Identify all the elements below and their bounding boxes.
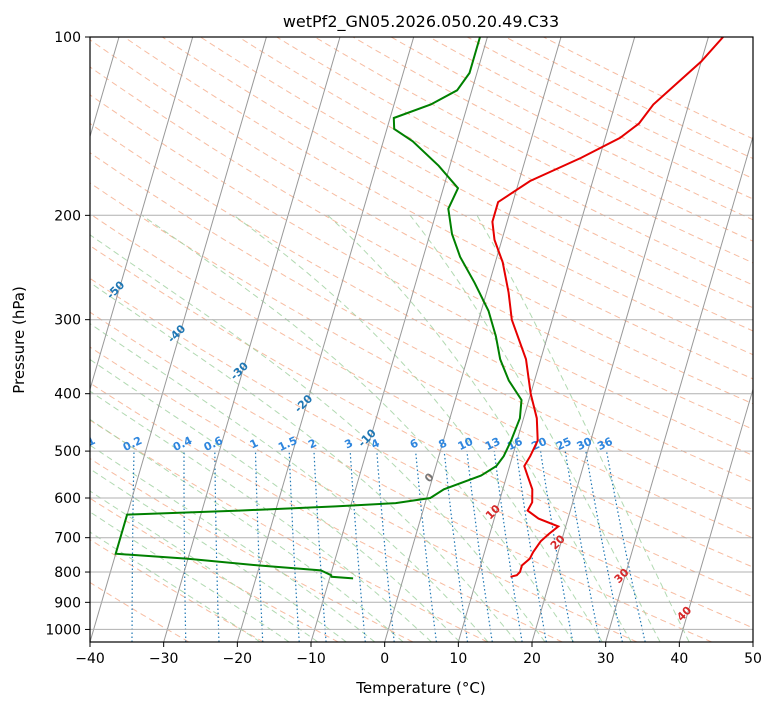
mixing-ratio-line [564, 451, 601, 642]
dry-adiabat-line [90, 94, 753, 457]
isotherm-line [90, 37, 194, 392]
pressure-grid [90, 37, 753, 630]
x-tick-label: 50 [744, 651, 762, 667]
mixing-ratio-line [415, 451, 437, 642]
y-tick-label: 300 [54, 313, 81, 329]
dry-adiabat-line [90, 581, 190, 642]
y-tick-label: 800 [54, 565, 81, 581]
x-tick-label: 0 [380, 651, 389, 667]
mixing-ratio-line [349, 451, 366, 642]
dry-adiabat-line [200, 37, 753, 332]
y-tick-label: 400 [54, 387, 81, 403]
y-tick-label: 500 [54, 444, 81, 460]
moist-adiabat-line [90, 281, 517, 642]
mixing-ratio-label: 36 [595, 435, 615, 453]
x-axis-title: Temperature (°C) [355, 679, 485, 697]
moist-adiabat-line [90, 468, 347, 642]
x-tick-label: −30 [149, 651, 179, 667]
moist-adiabat-line [90, 418, 404, 642]
dry-adiabat-line [90, 245, 753, 598]
moist-adiabat-line [409, 214, 661, 642]
y-tick-label: 100 [54, 30, 81, 46]
y-tick-label: 200 [54, 208, 81, 224]
y-axis: 1000 900 800 700 600 500 400 300 200 100 [45, 30, 90, 638]
mixing-ratio-line [605, 450, 646, 642]
mixing-ratio-label: 10 [456, 435, 476, 453]
moist-adiabat-line [90, 444, 376, 642]
dry-adiabat-line [90, 182, 753, 539]
mixing-ratio-line [443, 451, 469, 642]
y-tick-label: 600 [54, 491, 81, 507]
x-tick-label: 30 [597, 651, 615, 667]
x-tick-label: −40 [75, 651, 105, 667]
mixing-ratio-label: 16 [505, 435, 525, 453]
mixing-ratio-line [376, 451, 395, 642]
y-axis-title: Pressure (hPa) [10, 286, 28, 394]
mixing-ratio-line [585, 450, 623, 642]
x-tick-label: −20 [223, 651, 253, 667]
mixing-ratio-label: 30 [575, 435, 595, 453]
moist-adiabat-line [90, 490, 319, 642]
y-tick-label: 1000 [45, 622, 81, 638]
dry-adiabat-line [90, 539, 264, 642]
mixing-ratio-label: 0.1 [74, 434, 97, 454]
x-tick-label: 10 [449, 651, 467, 667]
series-group [114, 37, 724, 580]
x-tick-label: −10 [296, 651, 326, 667]
chart-title: wetPf2_GN05.2026.050.20.49.C33 [283, 12, 559, 32]
moist-adiabat-line [233, 214, 603, 642]
mixing-ratio-line [466, 451, 493, 642]
mixing-ratio-line [493, 451, 523, 642]
moist-adiabat-line [90, 234, 546, 642]
isotherm-line [236, 37, 415, 642]
moist-adiabat-line [141, 214, 575, 642]
dry-adiabat-line [90, 457, 414, 642]
isotherm-line [531, 37, 709, 642]
isotherm-line [457, 37, 636, 642]
isotherm-line [310, 37, 488, 642]
y-tick-label: 700 [54, 531, 81, 547]
x-tick-label: 40 [670, 651, 688, 667]
x-axis: −40 −30 −20 −10 0 10 20 30 40 50 [75, 642, 762, 667]
moist-adiabat-line [90, 323, 489, 642]
dry-adiabat-line [90, 419, 488, 642]
dry-adiabat-line [90, 346, 638, 642]
dry-adiabat-line [238, 37, 753, 309]
isotherm-line [384, 37, 562, 642]
mixing-ratio-label: 25 [554, 435, 573, 453]
isotherm-line [678, 387, 753, 642]
dry-adiabat-line [90, 39, 753, 405]
plot-area: -100-90-80-70-60-50-40-30-20-10010203040… [74, 37, 753, 642]
moist-adiabat-line [327, 214, 632, 642]
dry-adiabat-line [90, 152, 753, 511]
mixing-ratio-lines [131, 450, 646, 642]
dewpoint-profile-line [114, 37, 523, 580]
moist-adiabat-line [476, 215, 690, 642]
isotherm-line [163, 37, 341, 642]
temperature-profile-line [491, 37, 724, 578]
plot-frame [89, 36, 754, 643]
dry-adiabat-line [90, 311, 712, 642]
y-tick-label: 900 [54, 595, 81, 611]
dry-adiabat-line [90, 213, 753, 568]
x-tick-label: 20 [523, 651, 541, 667]
dry-adiabat-line [123, 37, 753, 380]
mixing-ratio-label: 13 [483, 435, 502, 453]
dry-adiabat-line [90, 122, 753, 483]
